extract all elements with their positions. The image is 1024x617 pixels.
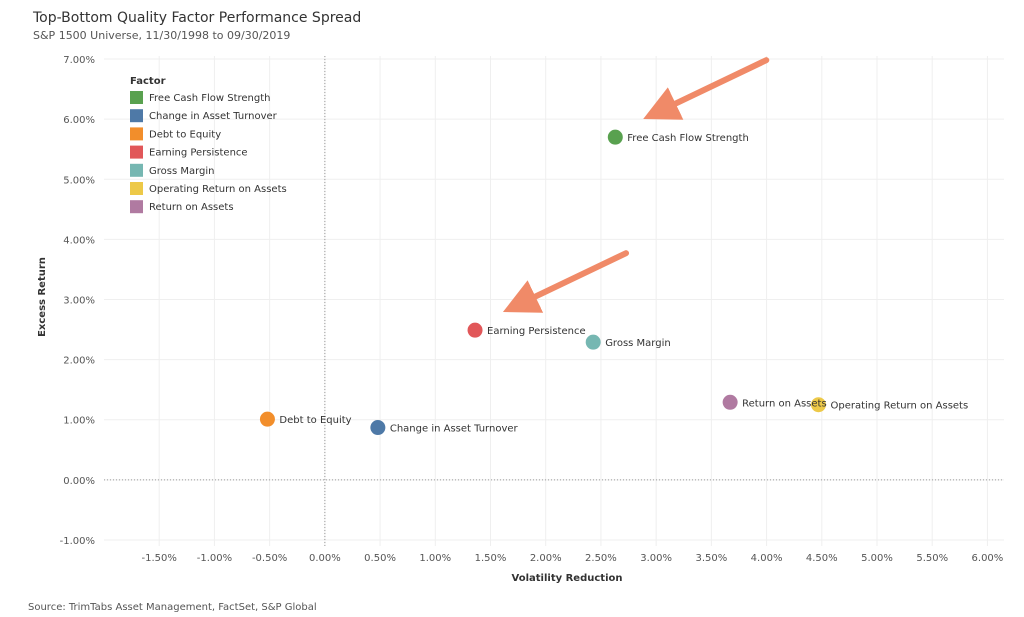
- x-tick-label: 3.50%: [695, 553, 727, 564]
- x-tick-label: -1.00%: [197, 553, 232, 564]
- legend-swatch: [130, 163, 143, 177]
- grid-lines: [104, 56, 1004, 546]
- x-tick-label: 1.00%: [419, 553, 451, 564]
- data-points: [259, 129, 826, 436]
- data-label: Free Cash Flow Strength: [627, 133, 749, 144]
- x-tick-label: -1.50%: [142, 553, 177, 564]
- y-tick-label: 0.00%: [63, 476, 95, 487]
- chart-title: Top-Bottom Quality Factor Performance Sp…: [32, 10, 361, 26]
- annotation-arrow: [643, 57, 770, 120]
- data-label: Change in Asset Turnover: [390, 424, 519, 435]
- data-label: Debt to Equity: [279, 415, 351, 426]
- y-tick-label: 4.00%: [63, 235, 95, 246]
- legend-label: Earning Persistence: [149, 148, 248, 159]
- legend-title: Factor: [130, 76, 166, 87]
- y-tick-label: 2.00%: [63, 356, 95, 367]
- legend-swatch: [130, 200, 143, 214]
- legend-swatch: [130, 182, 143, 195]
- data-point: [607, 129, 623, 145]
- y-tick-label: 7.00%: [63, 55, 95, 66]
- legend-label: Change in Asset Turnover: [149, 111, 278, 122]
- x-tick-label: 5.50%: [916, 553, 948, 564]
- x-tick-label: 2.50%: [585, 553, 617, 564]
- data-label: Gross Margin: [605, 338, 671, 349]
- legend-label: Free Cash Flow Strength: [149, 93, 271, 104]
- x-tick-label: 5.00%: [861, 553, 893, 564]
- data-point: [370, 420, 386, 436]
- y-axis-label: Excess Return: [37, 257, 48, 337]
- y-tick-label: 3.00%: [63, 295, 95, 306]
- x-tick-label: 6.00%: [972, 553, 1004, 564]
- y-tick-label: 6.00%: [63, 115, 95, 126]
- legend-label: Operating Return on Assets: [149, 184, 287, 195]
- data-labels: Free Cash Flow Strength Change in Asset T…: [279, 133, 968, 434]
- data-label: Operating Return on Assets: [830, 401, 968, 412]
- annotation-arrows: [502, 57, 770, 313]
- legend-swatch: [130, 145, 143, 159]
- x-tick-label: 4.50%: [806, 553, 838, 564]
- y-axis-ticks: -1.00% 0.00% 1.00% 2.00% 3.00% 4.00% 5.00% 6.00…: [60, 55, 95, 547]
- x-tick-label: 2.00%: [530, 553, 562, 564]
- x-axis-ticks: -1.50% -1.00% -0.50% 0.00% 0.50% 1.00% 1.50% 2.…: [142, 553, 1004, 564]
- legend-label: Return on Assets: [149, 202, 234, 213]
- x-tick-label: 0.50%: [364, 553, 396, 564]
- x-tick-label: 4.00%: [751, 553, 783, 564]
- x-tick-label: 1.50%: [475, 553, 507, 564]
- legend-swatch: [130, 91, 143, 104]
- x-tick-label: -0.50%: [252, 553, 287, 564]
- y-tick-label: 5.00%: [63, 175, 95, 186]
- legend-swatch: [130, 127, 143, 141]
- legend-swatch: [130, 109, 143, 123]
- legend-label: Gross Margin: [149, 166, 215, 177]
- data-point: [810, 397, 826, 413]
- x-tick-label: 0.00%: [309, 553, 341, 564]
- data-point: [585, 334, 601, 350]
- annotation-arrow: [502, 250, 630, 313]
- data-point: [722, 394, 738, 410]
- data-point: [259, 411, 275, 427]
- legend-label: Debt to Equity: [149, 129, 221, 140]
- data-point: [467, 322, 483, 338]
- data-label: Earning Persistence: [487, 326, 586, 337]
- y-tick-label: -1.00%: [60, 536, 95, 547]
- legend: Factor Free Cash Flow Strength Change in …: [130, 76, 287, 214]
- source-note: Source: TrimTabs Asset Management, FactS…: [28, 602, 317, 613]
- chart-subtitle: S&P 1500 Universe, 11/30/1998 to 09/30/2…: [33, 29, 290, 42]
- data-label: Return on Assets: [742, 398, 827, 409]
- x-tick-label: 3.00%: [640, 553, 672, 564]
- x-axis-label: Volatility Reduction: [512, 573, 623, 584]
- y-tick-label: 1.00%: [63, 416, 95, 427]
